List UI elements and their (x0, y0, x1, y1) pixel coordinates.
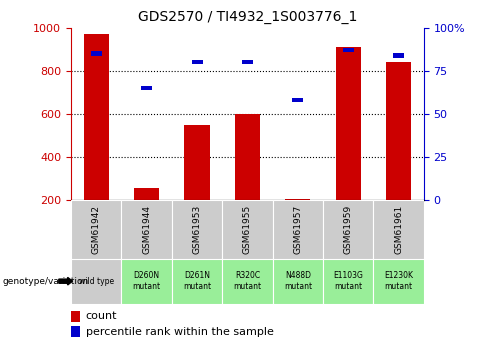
Bar (373, 200, 424, 259)
Bar (84, 34, 109, 200)
Text: GSM61942: GSM61942 (92, 205, 101, 254)
Text: GSM61957: GSM61957 (294, 205, 302, 254)
Bar (91, 51, 102, 56)
Bar (134, 188, 159, 200)
Bar (323, 200, 373, 259)
Bar (172, 259, 222, 304)
Text: E1103G
mutant: E1103G mutant (333, 272, 363, 291)
Bar (184, 125, 210, 200)
Bar (336, 47, 361, 200)
Bar (122, 200, 172, 259)
Text: GSM61953: GSM61953 (193, 205, 201, 254)
Bar (373, 259, 424, 304)
Bar (71, 310, 80, 322)
Bar (71, 326, 80, 337)
Bar (272, 200, 323, 259)
Bar (71, 259, 122, 304)
Text: percentile rank within the sample: percentile rank within the sample (86, 327, 274, 337)
Text: GSM61959: GSM61959 (344, 205, 353, 254)
Bar (122, 259, 172, 304)
Text: R320C
mutant: R320C mutant (233, 272, 262, 291)
Bar (222, 200, 272, 259)
Bar (172, 200, 222, 259)
Bar (272, 259, 323, 304)
Title: GDS2570 / TI4932_1S003776_1: GDS2570 / TI4932_1S003776_1 (138, 10, 357, 24)
Bar (386, 62, 411, 200)
Bar (235, 114, 260, 200)
Text: genotype/variation: genotype/variation (2, 277, 89, 286)
Bar (71, 200, 122, 259)
Bar (393, 53, 404, 58)
Text: GSM61961: GSM61961 (394, 205, 403, 254)
Bar (242, 60, 253, 65)
Bar (222, 259, 272, 304)
Text: D261N
mutant: D261N mutant (183, 272, 211, 291)
Text: E1230K
mutant: E1230K mutant (384, 272, 413, 291)
Bar (343, 48, 354, 52)
Bar (323, 259, 373, 304)
Bar (141, 86, 152, 90)
Text: wild type: wild type (79, 277, 114, 286)
Bar (293, 98, 303, 102)
Text: GSM61944: GSM61944 (142, 205, 151, 254)
Text: GSM61955: GSM61955 (243, 205, 252, 254)
Text: D260N
mutant: D260N mutant (133, 272, 161, 291)
Bar (192, 60, 202, 65)
Text: N488D
mutant: N488D mutant (284, 272, 312, 291)
Bar (285, 199, 311, 200)
Text: count: count (86, 311, 118, 321)
